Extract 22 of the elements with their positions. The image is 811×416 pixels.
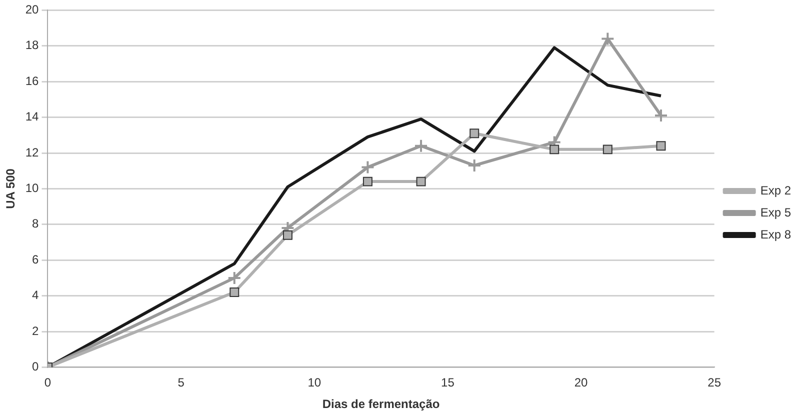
y-tick-label: 16 — [25, 74, 40, 88]
y-tick-label: 10 — [25, 181, 40, 196]
legend-label: Exp 8 — [760, 227, 792, 242]
x-tick-label: 10 — [308, 376, 322, 390]
x-tick-label: 25 — [708, 376, 722, 390]
y-tick-label: 20 — [25, 2, 40, 17]
x-axis-title: Dias de fermentação — [322, 397, 440, 412]
y-tick-label: 12 — [25, 145, 40, 160]
y-axis-title: UA 500 — [4, 168, 18, 209]
x-tick-label: 5 — [178, 376, 185, 390]
y-tick-label: 4 — [32, 288, 40, 302]
y-tick-label: 2 — [32, 324, 40, 338]
y-tick-label: 8 — [32, 216, 40, 231]
x-tick-label: 15 — [441, 376, 455, 390]
legend-label: Exp 2 — [760, 183, 792, 198]
y-tick-label: 14 — [25, 110, 40, 124]
y-tick-label: 6 — [32, 252, 40, 266]
x-tick-label: 20 — [574, 376, 588, 390]
x-tick-label: 0 — [44, 376, 52, 390]
y-tick-label: 18 — [25, 38, 40, 52]
y-tick-label: 0 — [32, 360, 40, 374]
legend-label: Exp 5 — [760, 205, 792, 220]
